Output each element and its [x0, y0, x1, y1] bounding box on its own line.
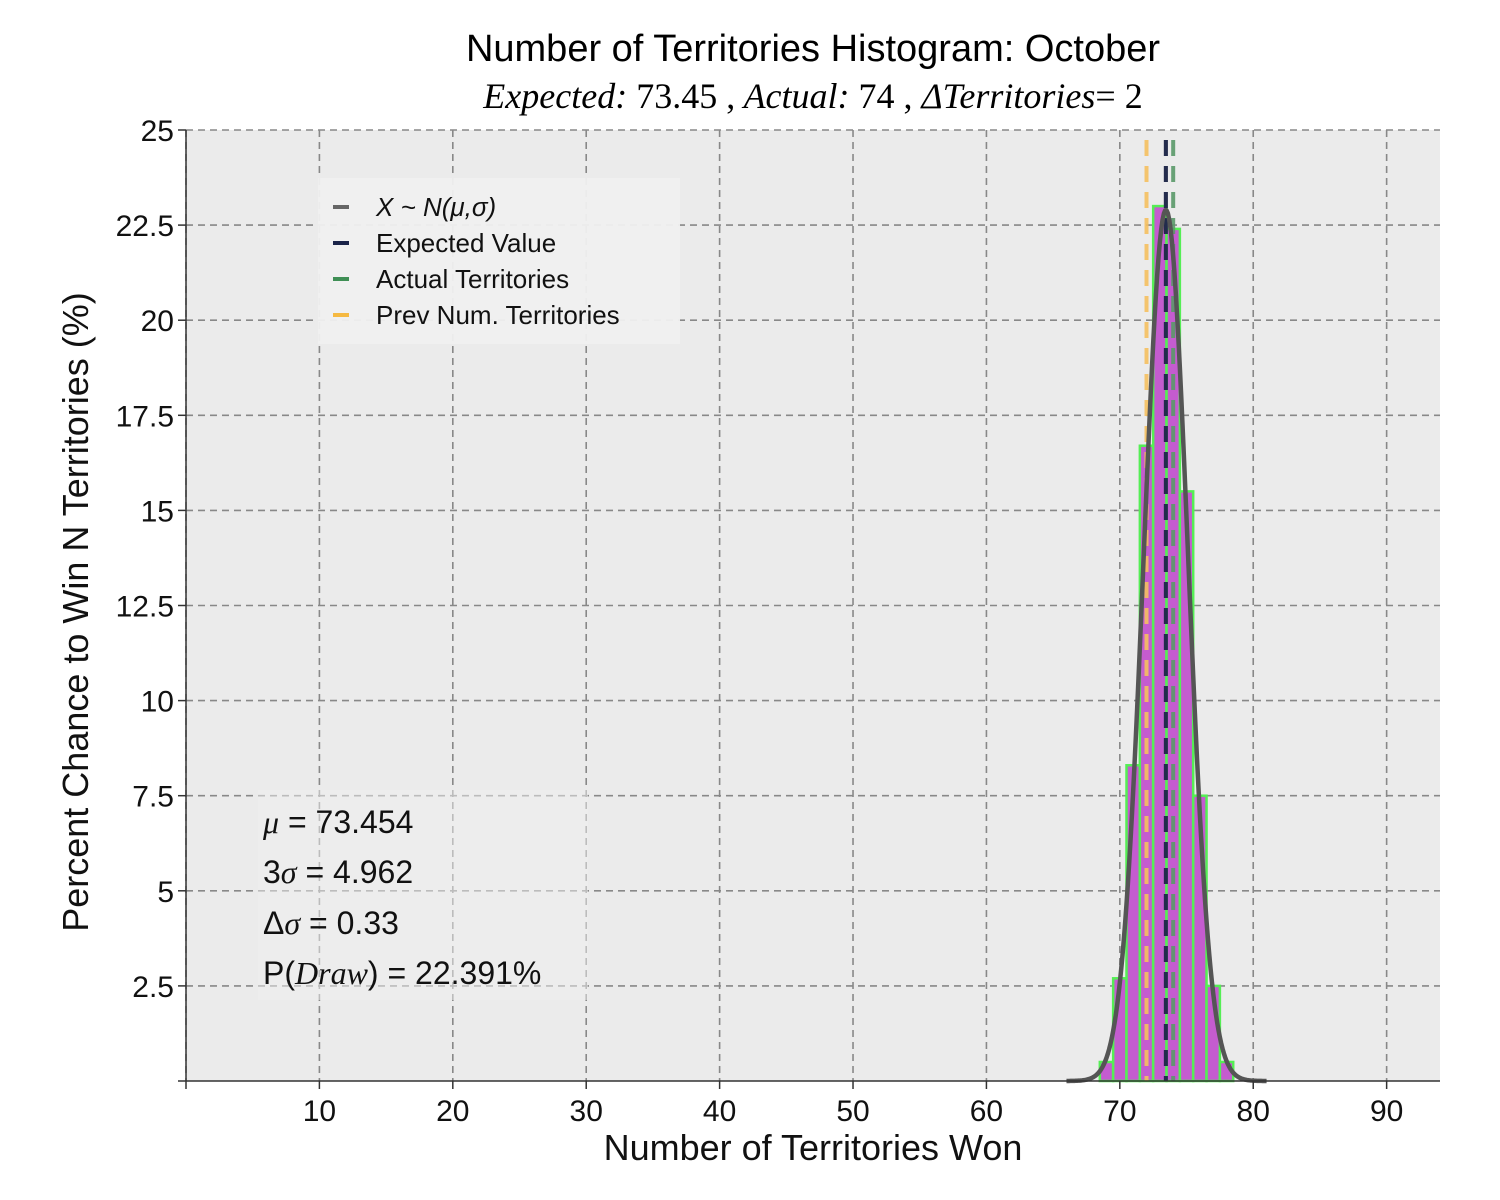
subtitle-actual-label: Actual: — [742, 76, 850, 116]
reference-lines — [1144, 140, 1176, 1081]
stat-three-sigma: 3σ = 4.962 — [263, 854, 413, 890]
y-tick-label: 2.5 — [132, 971, 174, 1004]
subtitle-actual-value: 74 — [859, 76, 895, 116]
y-tick-label: 12.5 — [116, 591, 174, 624]
tick-labels: 10 20 30 40 50 60 70 80 90 2.5 5 7.5 10 12.5 15 17.5 20 2… — [116, 115, 1404, 1128]
subtitle-expected-value: 73.45 — [636, 76, 717, 116]
legend-label-prev: Prev Num. Territories — [376, 300, 620, 330]
y-axis-label: Percent Chance to Win N Territories (%) — [55, 292, 96, 932]
stats-box — [258, 790, 588, 1000]
subtitle-separator-2: , — [904, 76, 913, 116]
stats-annotation: μ = 73.454 3σ = 4.962 Δσ = 0.33 P(Draw) … — [258, 790, 588, 1000]
stat-delta-sigma: Δσ = 0.33 — [263, 905, 399, 941]
x-tick-label: 20 — [436, 1095, 469, 1128]
subtitle-delta-value: = 2 — [1095, 76, 1142, 116]
stat-mu: μ = 73.454 — [262, 804, 413, 840]
legend: X ~ N(μ,σ) Expected Value Actual Territo… — [318, 178, 680, 344]
x-tick-label: 90 — [1370, 1095, 1403, 1128]
y-tick-label: 25 — [141, 115, 174, 148]
y-tick-label: 20 — [141, 305, 174, 338]
chart-subtitle: Expected: 73.45 , Actual: 74 , ΔTerritor… — [482, 76, 1142, 116]
y-tick-label: 7.5 — [132, 781, 174, 814]
x-tick-label: 80 — [1237, 1095, 1270, 1128]
y-tick-label: 17.5 — [116, 400, 174, 433]
stat-p-draw: P(Draw) = 22.391% — [263, 955, 541, 991]
y-tick-label: 5 — [157, 876, 174, 909]
x-axis-label: Number of Territories Won — [604, 1127, 1023, 1168]
normal-curve-layer — [1065, 207, 1268, 1084]
y-tick-label: 22.5 — [116, 210, 174, 243]
normal-curve — [1065, 207, 1268, 1084]
legend-label-normal: X ~ N(μ,σ) — [375, 192, 496, 222]
chart-title: Number of Territories Histogram: October — [466, 28, 1160, 70]
x-tick-label: 10 — [303, 1095, 336, 1128]
subtitle-separator-1: , — [726, 76, 735, 116]
x-tick-label: 50 — [836, 1095, 869, 1128]
x-tick-label: 70 — [1103, 1095, 1136, 1128]
x-tick-label: 30 — [570, 1095, 603, 1128]
y-tick-label: 15 — [141, 495, 174, 528]
subtitle-delta-label: ΔTerritories — [920, 76, 1096, 116]
legend-label-actual: Actual Territories — [376, 264, 569, 294]
x-tick-label: 40 — [703, 1095, 736, 1128]
y-tick-label: 10 — [141, 686, 174, 719]
x-tick-label: 60 — [970, 1095, 1003, 1128]
subtitle-expected-label: Expected: — [482, 76, 627, 116]
legend-box — [318, 178, 680, 344]
legend-label-expected: Expected Value — [376, 228, 556, 258]
